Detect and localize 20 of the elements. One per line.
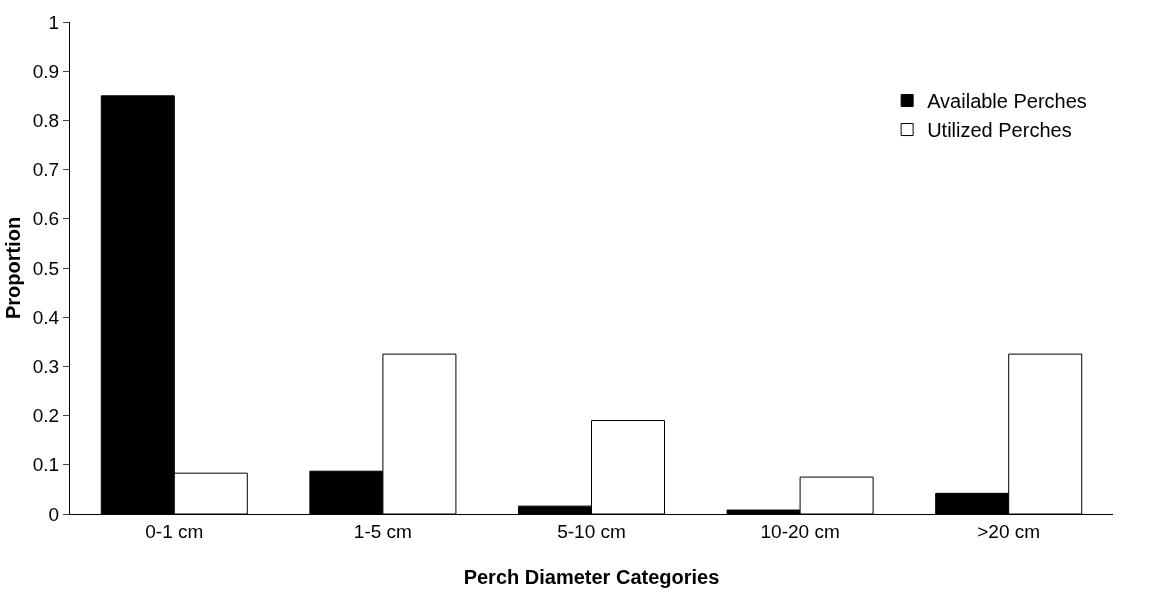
legend-label: Available Perches — [927, 90, 1087, 113]
y-tick-label: 0.2 — [32, 405, 60, 427]
x-tick-label: 10-20 cm — [760, 520, 840, 542]
y-axis-title: Proportion — [2, 216, 24, 320]
y-tick-label: 0.1 — [32, 454, 60, 476]
y-tick-label: 0.8 — [32, 110, 60, 132]
y-tick-label: 0.6 — [32, 208, 60, 230]
y-tick-label: 0.5 — [32, 257, 60, 279]
legend-label: Utilized Perches — [927, 119, 1072, 142]
x-tick-label: 0-1 cm — [145, 520, 204, 542]
x-tick-label: 5-10 cm — [557, 520, 626, 542]
y-tick-label: 1 — [48, 11, 60, 33]
x-tick-label: 1-5 cm — [353, 520, 412, 542]
y-tick-label: 0 — [48, 503, 60, 525]
x-axis-title: Perch Diameter Categories — [463, 566, 720, 588]
x-tick-label: >20 cm — [977, 520, 1041, 542]
y-tick-label: 0.4 — [32, 306, 60, 328]
y-tick-label: 0.3 — [32, 356, 60, 378]
y-tick-label: 0.9 — [32, 60, 60, 82]
y-tick-label: 0.7 — [32, 159, 60, 181]
